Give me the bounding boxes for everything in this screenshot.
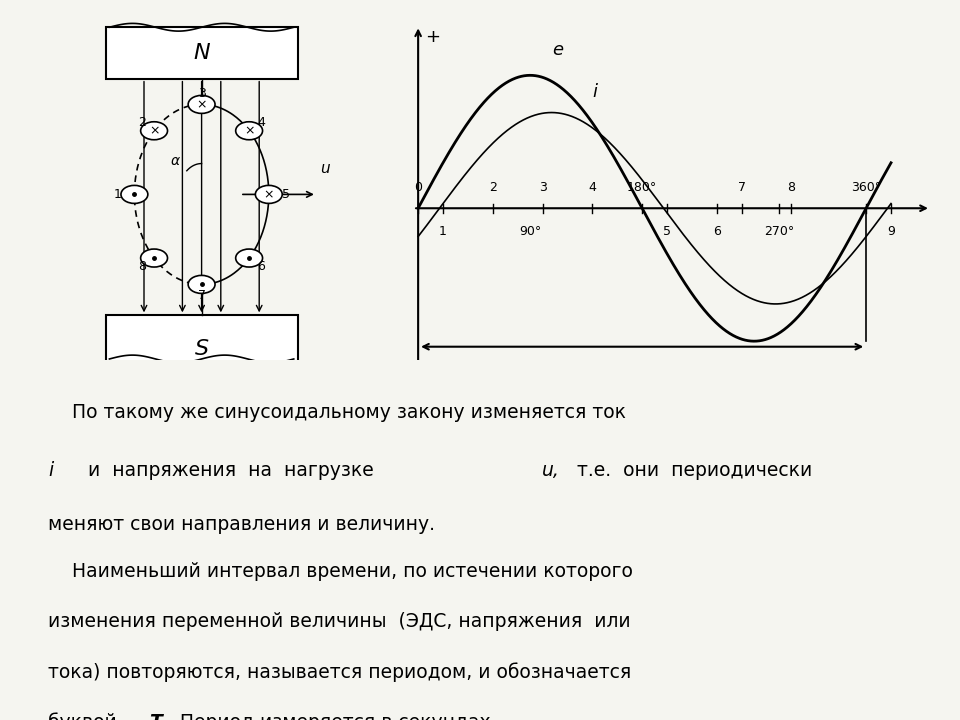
Text: и  напряжения  на  нагрузке: и напряжения на нагрузке: [82, 461, 379, 480]
Text: 5: 5: [663, 225, 671, 238]
Text: По такому же синусоидальному закону изменяется ток: По такому же синусоидальному закону изме…: [48, 403, 626, 422]
Text: 360°: 360°: [852, 181, 881, 194]
Text: ×: ×: [244, 125, 254, 138]
Text: 2: 2: [138, 116, 146, 130]
Text: u,: u,: [542, 461, 561, 480]
Text: 3: 3: [539, 181, 546, 194]
Text: 3: 3: [198, 86, 205, 99]
Text: изменения переменной величины  (ЭДС, напряжения  или: изменения переменной величины (ЭДС, напр…: [48, 612, 631, 631]
Text: 1: 1: [439, 225, 447, 238]
Text: i: i: [592, 83, 597, 101]
Bar: [106, 27, 298, 78]
Text: 9: 9: [887, 225, 895, 238]
Text: S: S: [195, 338, 208, 359]
Text: T: T: [636, 364, 649, 382]
Text: 6: 6: [257, 259, 265, 273]
Text: 2: 2: [489, 181, 496, 194]
Text: ×: ×: [197, 98, 206, 111]
Text: e: e: [553, 41, 564, 59]
Circle shape: [235, 249, 262, 267]
Text: N: N: [193, 43, 210, 63]
Circle shape: [235, 122, 262, 140]
Text: u: u: [320, 161, 329, 176]
Text: . Период измеряется в секундах.: . Период измеряется в секундах.: [168, 713, 496, 720]
Text: 4: 4: [257, 116, 265, 130]
Text: 90°: 90°: [519, 225, 541, 238]
Text: 270°: 270°: [764, 225, 794, 238]
Text: т.е.  они  периодически: т.е. они периодически: [571, 461, 812, 480]
Text: 6: 6: [713, 225, 721, 238]
Text: 8: 8: [787, 181, 796, 194]
Circle shape: [141, 122, 168, 140]
Text: 7: 7: [198, 289, 205, 302]
Text: 8: 8: [138, 259, 146, 273]
Text: меняют свои направления и величину.: меняют свои направления и величину.: [48, 515, 435, 534]
Text: T: T: [149, 713, 161, 720]
Text: буквой: буквой: [48, 713, 123, 720]
Circle shape: [255, 186, 282, 204]
Circle shape: [188, 96, 215, 114]
Circle shape: [141, 249, 168, 267]
Text: ×: ×: [149, 125, 159, 138]
Text: 1: 1: [113, 188, 122, 201]
Bar: [106, 315, 298, 366]
Text: 5: 5: [281, 188, 290, 201]
Text: тока) повторяются, называется периодом, и обозначается: тока) повторяются, называется периодом, …: [48, 662, 632, 682]
Text: 180°: 180°: [627, 181, 658, 194]
Text: ×: ×: [264, 188, 274, 201]
Text: i: i: [48, 461, 53, 480]
Text: Наименьший интервал времени, по истечении которого: Наименьший интервал времени, по истечени…: [48, 562, 633, 580]
Text: 0: 0: [414, 181, 422, 194]
Circle shape: [188, 276, 215, 294]
Text: +: +: [425, 27, 441, 45]
Circle shape: [121, 186, 148, 204]
Text: α: α: [170, 154, 180, 168]
Text: 7: 7: [737, 181, 746, 194]
Text: 4: 4: [588, 181, 596, 194]
